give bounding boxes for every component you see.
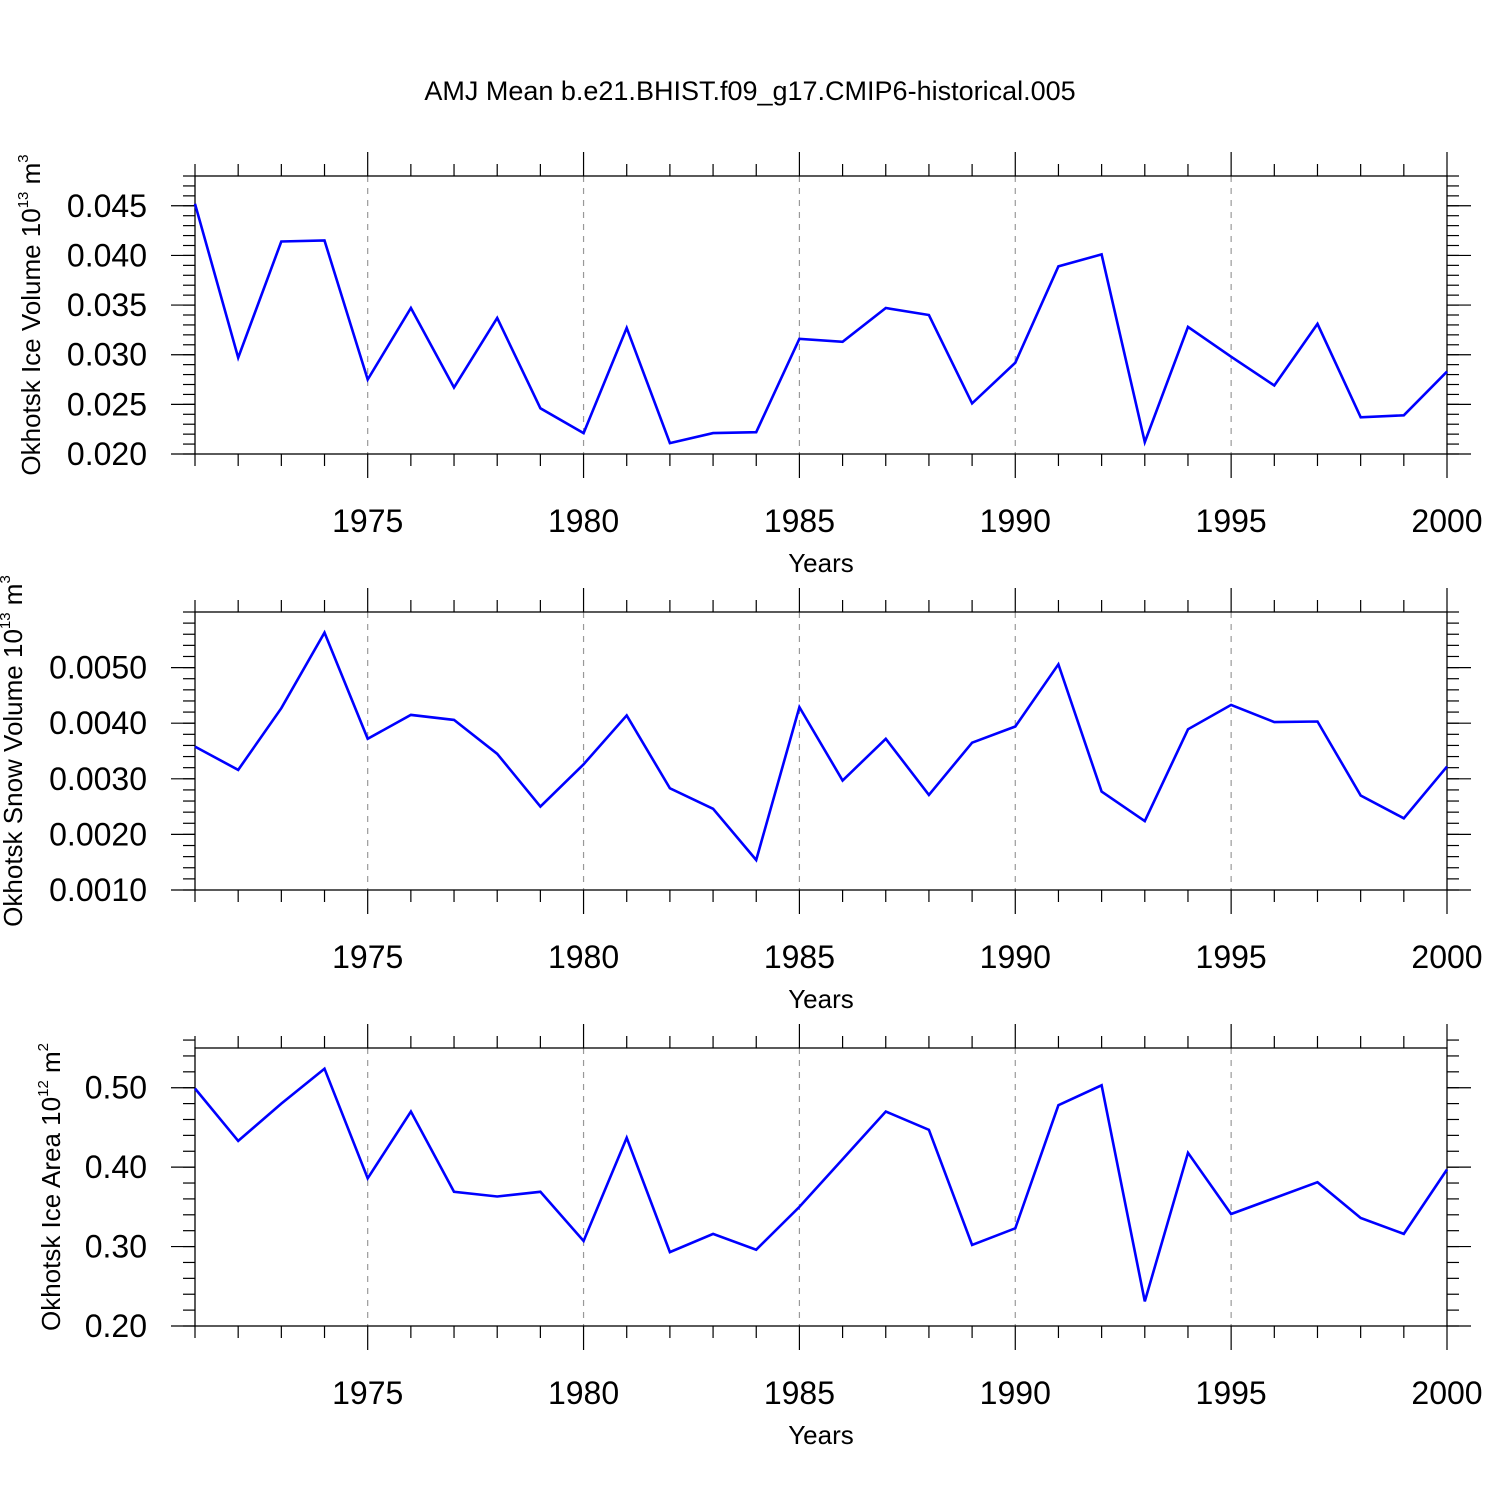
x-tick-label: 1985	[764, 503, 835, 539]
plot-frame	[194, 175, 1448, 455]
series-line	[193, 1066, 1449, 1302]
x-tick-label: 1995	[1196, 1375, 1267, 1411]
y-tick-label: 0.40	[85, 1149, 147, 1185]
x-tick-label: 1975	[332, 1375, 403, 1411]
chart-panels: 1975 1980 1985 1990 1995 2000 Years 0.020 0.025 0…	[0, 152, 1483, 1450]
x-tick-label: 1975	[332, 503, 403, 539]
x-tick-label: 1990	[980, 939, 1051, 975]
panel-1: 1975 1980 1985 1990 1995 2000 Years 0.020 0.025 0…	[15, 152, 1483, 578]
y-tick-label: 0.0020	[49, 816, 147, 852]
x-tick-label: 1980	[548, 939, 619, 975]
y-tick-label: 0.030	[67, 337, 147, 373]
y-axis-label: Okhotsk Ice Volume 1013 m3	[15, 154, 46, 475]
y-tick-label: 0.0010	[49, 872, 147, 908]
x-tick-label: 2000	[1411, 939, 1482, 975]
x-tick-label: 1980	[548, 503, 619, 539]
y-tick-label: 0.035	[67, 287, 147, 323]
x-tick-label: 1990	[980, 503, 1051, 539]
y-tick-label: 0.30	[85, 1229, 147, 1265]
y-tick-label: 0.040	[67, 237, 147, 273]
chart-title: AMJ Mean b.e21.BHIST.f09_g17.CMIP6-histo…	[424, 76, 1075, 106]
y-tick-label: 0.020	[67, 436, 147, 472]
x-tick-label: 1975	[332, 939, 403, 975]
panel-2: 1975 1980 1985 1990 1995 2000 Years 0.0010 0.002…	[0, 575, 1483, 1014]
panel-3: 1975 1980 1985 1990 1995 2000 Years 0.20 0.30 0.4…	[35, 1024, 1483, 1450]
x-tick-label: 1980	[548, 1375, 619, 1411]
y-tick-label: 0.20	[85, 1308, 147, 1344]
y-tick-label: 0.045	[67, 188, 147, 224]
x-tick-label: 1985	[764, 1375, 835, 1411]
x-tick-label: 1990	[980, 1375, 1051, 1411]
x-tick-label: 2000	[1411, 1375, 1482, 1411]
x-tick-label: 2000	[1411, 503, 1482, 539]
y-tick-label: 0.0050	[49, 650, 147, 686]
series-line	[194, 629, 1448, 863]
series-line	[193, 203, 1448, 447]
y-axis-label: Okhotsk Snow Volume 1013 m3	[0, 575, 28, 927]
x-tick-label: 1995	[1196, 503, 1267, 539]
y-tick-label: 0.025	[67, 386, 147, 422]
y-tick-label: 0.0030	[49, 761, 147, 797]
y-tick-label: 0.50	[85, 1070, 147, 1106]
x-axis-label: Years	[788, 548, 854, 578]
x-tick-label: 1995	[1196, 939, 1267, 975]
plot-frame	[194, 611, 1448, 891]
y-tick-label: 0.0040	[49, 705, 147, 741]
plot-frame	[194, 1047, 1448, 1327]
x-axis-label: Years	[788, 1420, 854, 1450]
x-tick-label: 1985	[764, 939, 835, 975]
x-axis-label: Years	[788, 984, 854, 1014]
y-axis-label: Okhotsk Ice Area 1012 m2	[35, 1043, 66, 1331]
